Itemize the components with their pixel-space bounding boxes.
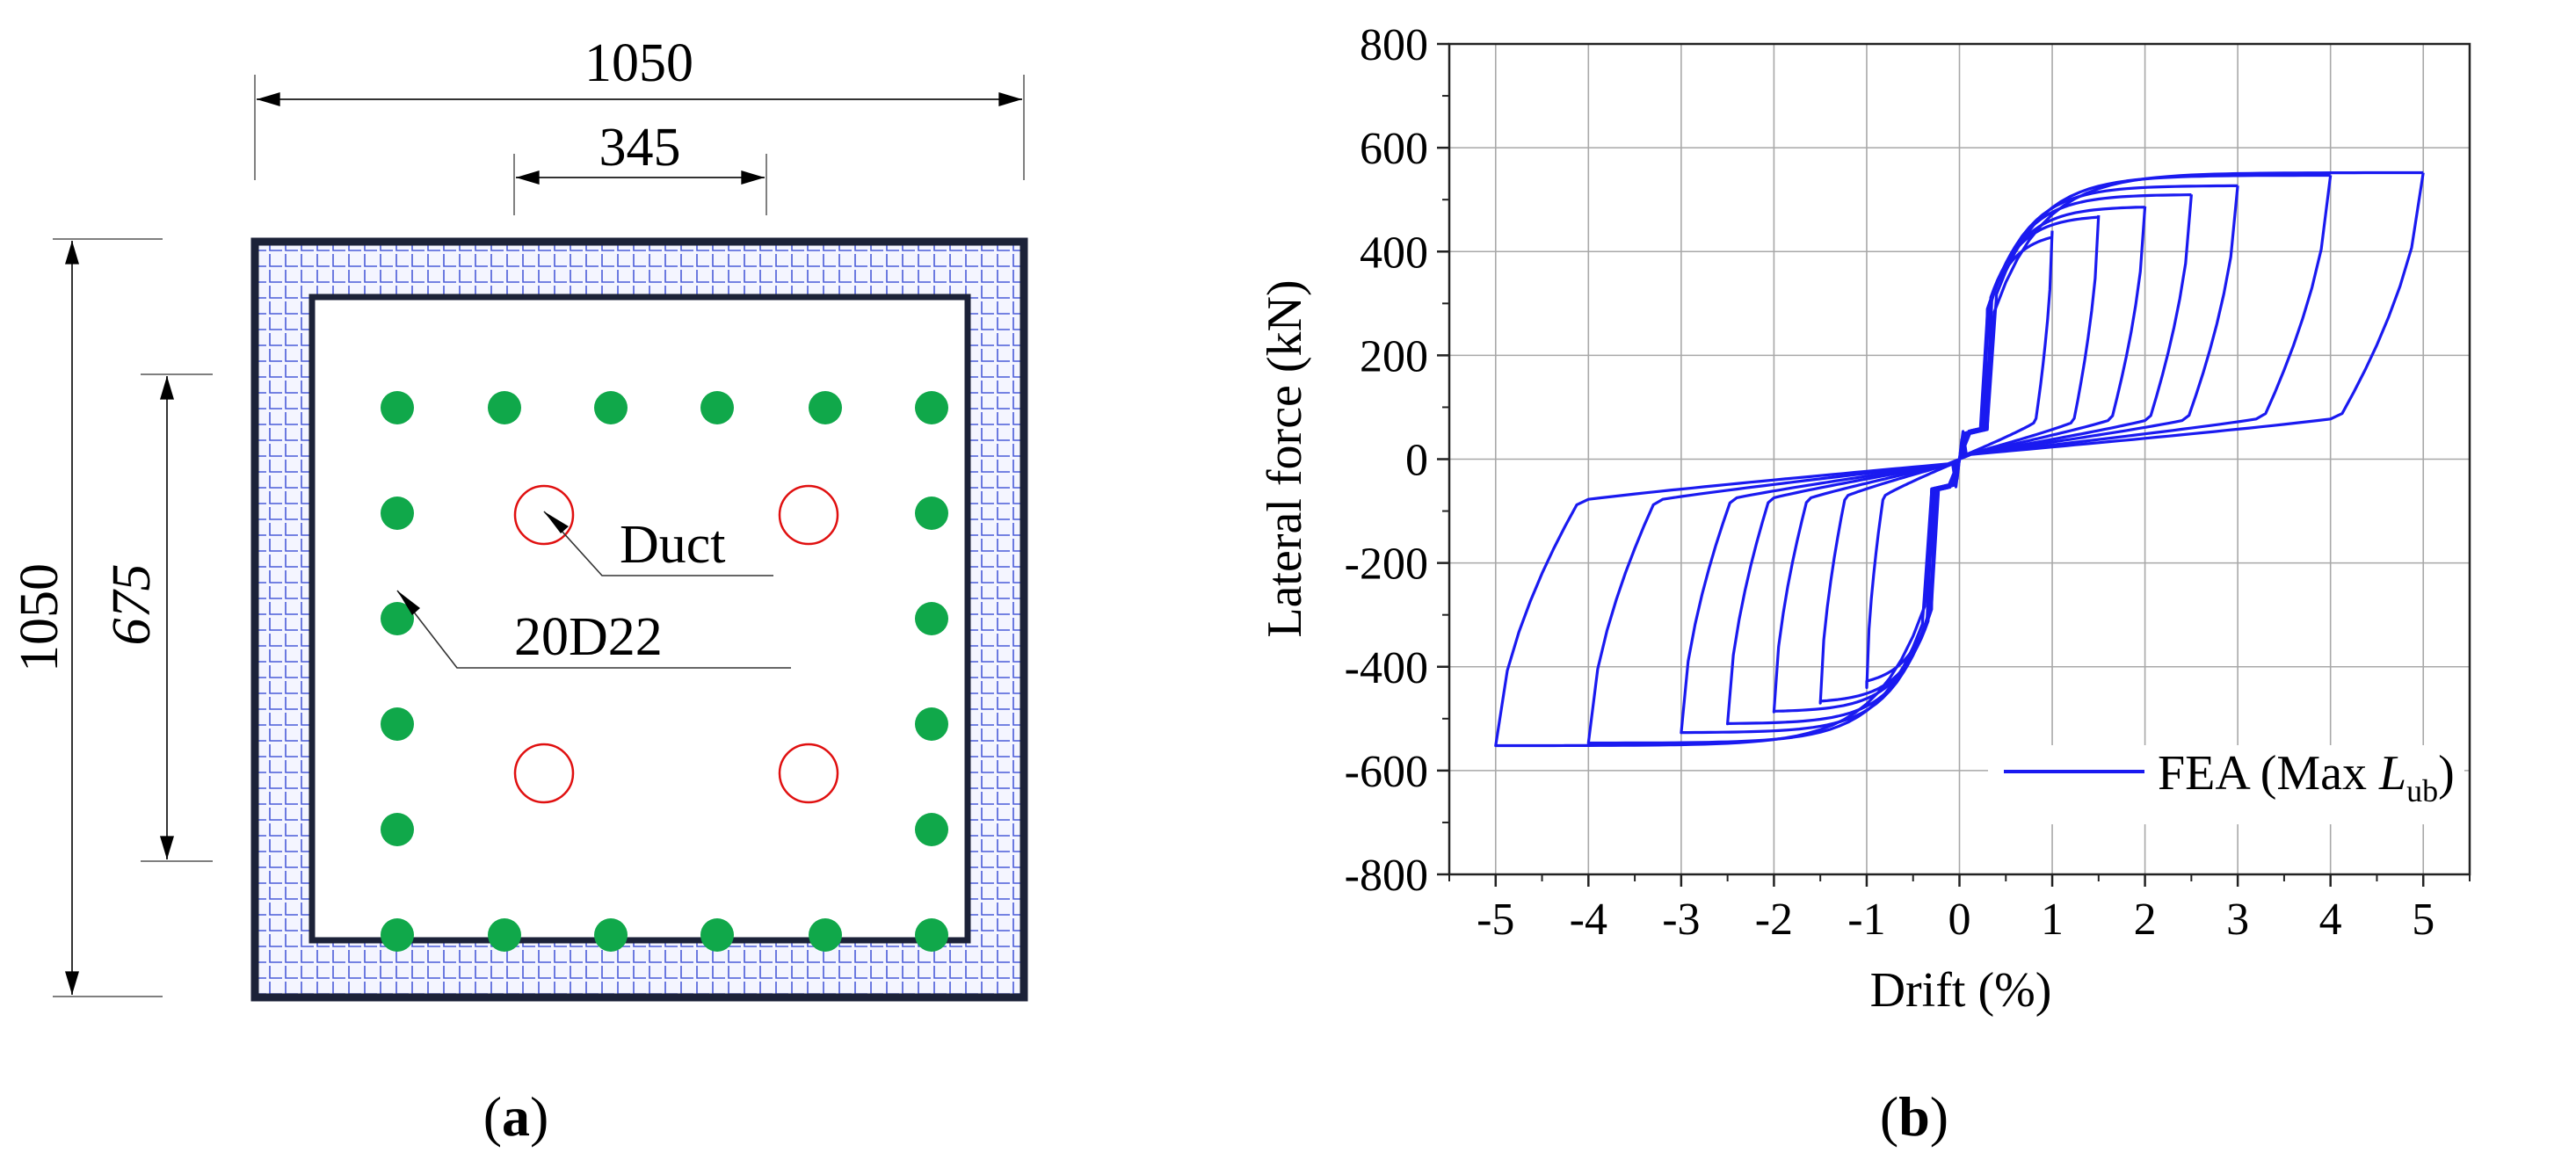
rebar-14	[915, 813, 948, 846]
x-tick-label: -1	[1847, 895, 1885, 945]
y-tick-label: 0	[1405, 436, 1428, 486]
x-axis-label: Drift (%)	[1870, 963, 2052, 1018]
rebar-3	[594, 391, 628, 424]
rebar-label: 20D22	[514, 607, 663, 667]
legend-entry: FEA (Max Lub)	[2158, 746, 2455, 808]
y-tick-label: 600	[1360, 124, 1428, 174]
rebar-group	[381, 391, 948, 952]
panel-label-b: (b)	[1880, 1085, 1948, 1148]
dim-total-width: 1050	[584, 33, 693, 93]
x-tick-labels: -5 -4 -3 -2 -1 0 1 2 3 4 5	[1477, 895, 2435, 945]
hysteresis-chart: -5 -4 -3 -2 -1 0 1 2 3 4 5 800 600 400 200 0 -200 -400 -6…	[1258, 20, 2471, 1018]
dim-total-height: 1050	[10, 563, 69, 672]
axis-ticks	[1437, 42, 2471, 887]
rebar-7	[381, 497, 414, 530]
x-tick-label: 4	[2319, 895, 2342, 945]
x-tick-label: 1	[2041, 895, 2064, 945]
rebar-12	[915, 707, 948, 741]
duct-2	[778, 484, 839, 546]
rebar-8	[915, 497, 948, 530]
rebar-9	[381, 602, 414, 635]
rebar-17	[594, 918, 628, 952]
duct-leader-arrow	[544, 511, 569, 533]
y-tick-label: 200	[1360, 331, 1428, 381]
x-tick-label: -4	[1570, 895, 1607, 945]
y-tick-label: 400	[1360, 228, 1428, 278]
rebar-5	[809, 391, 842, 424]
x-tick-label: 2	[2134, 895, 2157, 945]
legend: FEA (Max Lub)	[1988, 745, 2464, 824]
y-tick-label: -200	[1345, 540, 1428, 590]
dim-duct-spacing-y: 675	[102, 564, 162, 646]
column-core	[308, 294, 971, 944]
x-tick-label: -2	[1755, 895, 1793, 945]
duct-group	[513, 484, 839, 804]
section-drawing: 1050 345 1050 675 Duct 20D22	[10, 33, 1028, 1002]
x-tick-label: 3	[2226, 895, 2249, 945]
hysteresis-loop-6	[1586, 173, 2333, 745]
fea-curve	[1494, 170, 2425, 748]
rebar-11	[381, 707, 414, 741]
duct-label: Duct	[620, 515, 726, 575]
rebar-16	[488, 918, 521, 952]
hysteresis-loop-7	[1494, 170, 2425, 748]
rebar-leader-arrow	[397, 591, 420, 615]
rebar-10	[915, 602, 948, 635]
y-tick-label: -600	[1345, 747, 1428, 797]
rebar-6	[915, 391, 948, 424]
y-tick-labels: 800 600 400 200 0 -200 -400 -600 -800	[1345, 20, 1428, 901]
rebar-leader-line	[396, 590, 791, 669]
x-tick-label: -5	[1477, 895, 1514, 945]
rebar-4	[700, 391, 734, 424]
rebar-15	[381, 918, 414, 952]
x-tick-label: 5	[2412, 895, 2435, 945]
duct-1	[513, 484, 575, 546]
y-axis-label: Lateral force (kN)	[1258, 279, 1312, 637]
rebar-1	[381, 391, 414, 424]
y-tick-label: -400	[1345, 643, 1428, 693]
x-tick-label: 0	[1948, 895, 1971, 945]
y-tick-label: 800	[1360, 20, 1428, 70]
y-tick-label: -800	[1345, 851, 1428, 901]
rebar-18	[700, 918, 734, 952]
duct-leader-line	[543, 511, 773, 576]
rebar-19	[809, 918, 842, 952]
duct-3	[513, 743, 575, 804]
dim-duct-spacing-x: 345	[599, 118, 681, 178]
duct-4	[778, 743, 839, 804]
panel-label-a: (a)	[483, 1085, 549, 1148]
rebar-2	[488, 391, 521, 424]
x-tick-label: -3	[1662, 895, 1700, 945]
rebar-13	[381, 813, 414, 846]
rebar-20	[915, 918, 948, 952]
legend-box	[1988, 745, 2464, 824]
